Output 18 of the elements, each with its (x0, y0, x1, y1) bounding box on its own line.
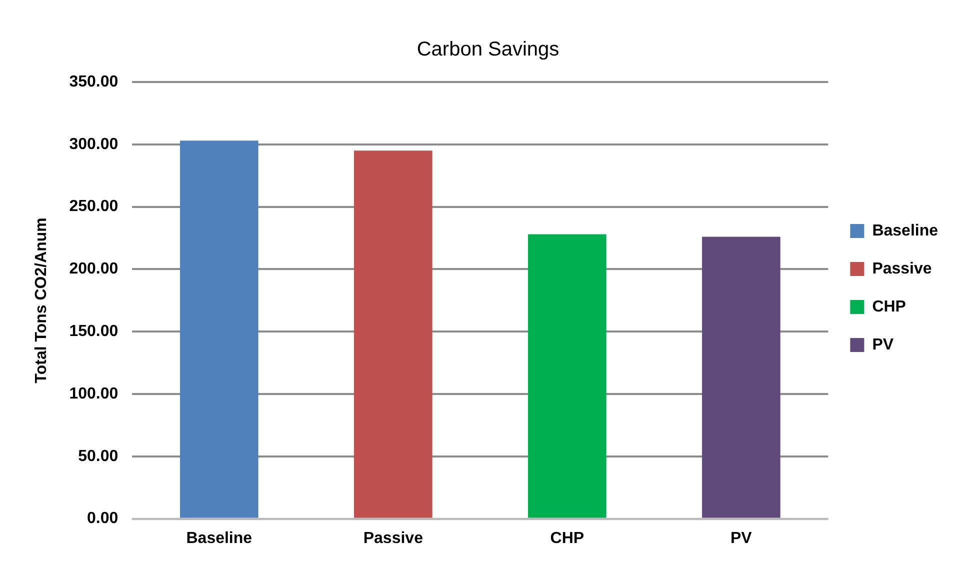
legend-label: Passive (872, 260, 932, 278)
y-tick-label: 350.00 (69, 73, 118, 90)
legend-label: CHP (872, 298, 906, 316)
y-tick-label: 50.00 (78, 448, 118, 465)
chart-title: Carbon Savings (416, 38, 560, 61)
y-tick-label: 100.00 (69, 385, 118, 402)
legend-label: Baseline (872, 222, 938, 240)
x-tick-label: CHP (550, 530, 584, 547)
y-tick-label: 150.00 (69, 323, 118, 340)
y-tick-label: 0.00 (86, 510, 118, 528)
y-tick-label: 300.00 (69, 136, 118, 153)
x-tick-label: Passive (363, 530, 424, 547)
y-tick-label: 250.00 (69, 198, 118, 216)
y-axis-title: Total Tons CO2/Anum (33, 218, 50, 384)
legend-label: PV (872, 336, 894, 354)
y-tick-label: 200.00 (69, 260, 118, 278)
x-tick-label: PV (730, 530, 752, 547)
x-tick-label: Baseline (186, 530, 252, 547)
